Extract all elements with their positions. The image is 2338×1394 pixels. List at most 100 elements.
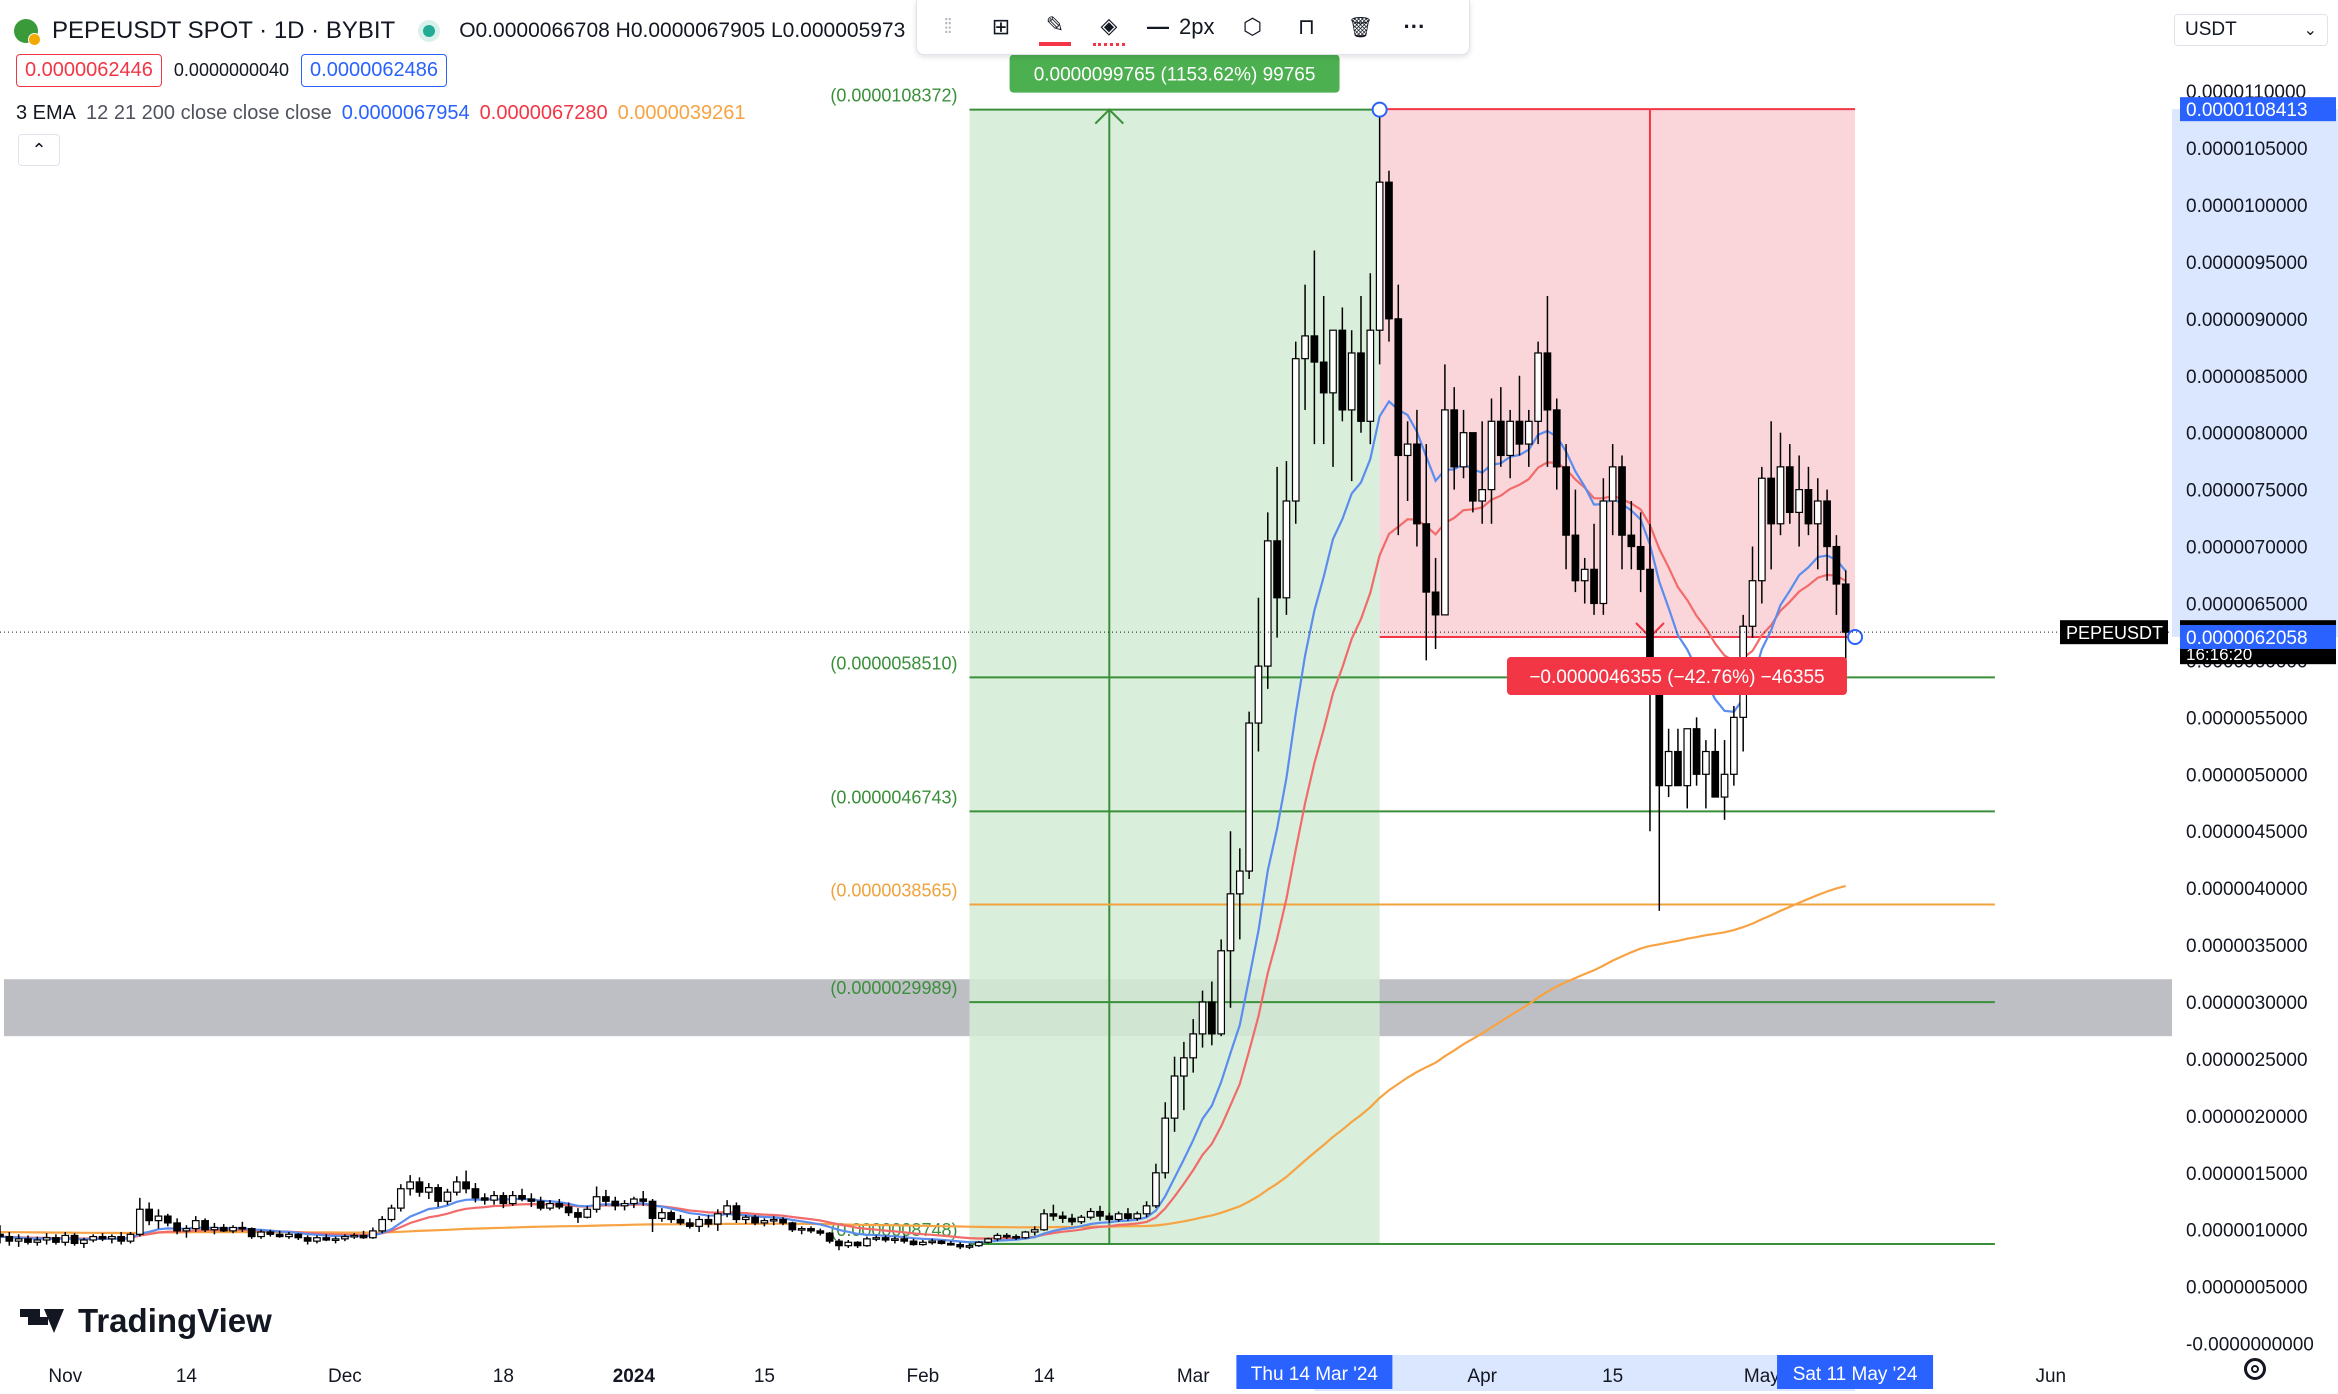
price-tick-label: 0.0000070000 [2186, 538, 2308, 559]
candle-body [518, 1194, 526, 1200]
buy-price-button[interactable]: 0.0000062486 [301, 54, 447, 87]
candle-body [0, 1233, 4, 1238]
fib-level-label: (0.0000058510) [830, 653, 957, 673]
pepe-coin-icon[interactable] [14, 19, 41, 46]
candle-body [1207, 1001, 1216, 1035]
candle-body [620, 1202, 629, 1207]
trash-icon[interactable]: 🗑 [1347, 16, 1374, 39]
candle-body [210, 1226, 219, 1231]
collapse-legend-button[interactable]: ⌃ [18, 134, 60, 166]
candle-body [732, 1205, 741, 1221]
candle-body [1282, 500, 1291, 599]
candle-body [154, 1215, 163, 1222]
candle-body [89, 1235, 98, 1241]
price-badge-value: 0.0000062058 [2186, 628, 2308, 649]
candle-body [359, 1234, 368, 1239]
candle-body [201, 1220, 209, 1231]
fill-icon[interactable]: ◈ [1093, 9, 1125, 46]
candle-body [52, 1237, 60, 1243]
pencil-icon[interactable]: ✎ [1039, 8, 1071, 46]
candle-body [1310, 335, 1319, 363]
candle-body [1152, 1172, 1160, 1207]
candle-body [219, 1226, 228, 1232]
candle-body [70, 1234, 79, 1245]
candle-body [415, 1181, 424, 1193]
settings-icon[interactable]: ⬡ [1242, 14, 1263, 39]
candle-body [713, 1213, 722, 1225]
candle-body [173, 1222, 181, 1232]
candle-body [1170, 1075, 1179, 1119]
spread-value: 0.0000000040 [173, 60, 290, 80]
long-measure-label: 0.0000099765 (1153.62%) 99765 [1034, 65, 1316, 86]
candle-body [1431, 591, 1440, 616]
price-tick-label: 0.0000045000 [2186, 822, 2308, 843]
candle-body [881, 1237, 890, 1241]
price-tick-label: 0.0000100000 [2186, 196, 2308, 217]
ema21-value: 0.0000067280 [479, 102, 608, 124]
candle-body [667, 1212, 676, 1221]
price-tick-label: 0.0000050000 [2186, 765, 2308, 786]
ema12-value: 0.0000067954 [341, 102, 470, 124]
time-tick-label: Jun [2035, 1366, 2066, 1387]
candle-body [1636, 545, 1645, 570]
drawing-toolbar: ⁞⁞ ⊞ ✎ ◈ — 2px ⬡ ⊓ 🗑 ··· [916, 0, 1470, 55]
candle-body [1086, 1210, 1095, 1218]
candle-body [1263, 540, 1272, 667]
candle-body [1795, 489, 1803, 513]
candle-body [937, 1240, 946, 1245]
line-style-button[interactable]: — 2px [1147, 7, 1214, 47]
candle-body [378, 1218, 387, 1232]
candle-body [1441, 409, 1449, 616]
candle-body [1012, 1235, 1020, 1239]
watermark-text: TradingView [78, 1302, 272, 1339]
symbol-title[interactable]: PEPEUSDT SPOT · 1D · BYBIT [52, 17, 396, 44]
candle-body [741, 1216, 750, 1221]
drag-grip-icon[interactable]: ⁞⁞ [943, 15, 952, 38]
candle-body [574, 1212, 582, 1218]
ema-legend[interactable]: 3 EMA 12 21 200 close close close 0.0000… [16, 102, 746, 125]
candle-body [126, 1233, 135, 1242]
currency-label: USDT [2185, 19, 2237, 40]
candle-body [1403, 443, 1412, 457]
candle-body [1161, 1117, 1170, 1174]
candle-body [14, 1238, 23, 1242]
more-icon[interactable]: ··· [1403, 14, 1426, 39]
lock-icon[interactable]: ⊓ [1297, 14, 1316, 39]
price-tick-label: 0.0000030000 [2186, 993, 2308, 1014]
candle-body [1571, 534, 1580, 582]
candle-body [602, 1196, 610, 1202]
candle-body [163, 1215, 172, 1224]
candle-body [1180, 1057, 1188, 1077]
chart-settings-icon[interactable] [2244, 1358, 2266, 1380]
price-badge-box [2180, 97, 2336, 122]
price-tick-label: 0.0000015000 [2186, 1164, 2308, 1185]
candle-body [611, 1200, 620, 1207]
candle-body [1329, 329, 1337, 394]
sell-price-button[interactable]: 0.0000062446 [16, 54, 162, 87]
candle-body [1823, 500, 1831, 548]
candle-body [1804, 489, 1813, 525]
candle-body [583, 1208, 592, 1218]
candle-body [555, 1202, 564, 1208]
candle-body [919, 1241, 927, 1246]
price-tick-label: 0.0000025000 [2186, 1050, 2308, 1071]
candle-body [1702, 750, 1710, 775]
candle-body [1049, 1213, 1058, 1217]
fib-level-label: (0.0000038565) [830, 880, 957, 900]
tradingview-watermark[interactable]: TradingView [20, 1302, 272, 1340]
candle-body [825, 1232, 834, 1242]
candle-body [676, 1218, 685, 1224]
candle-body [1198, 1001, 1207, 1035]
price-tick-label: 0.0000010000 [2186, 1221, 2308, 1242]
candle-body [1785, 466, 1794, 513]
currency-select[interactable]: USDT ⌄ [2174, 14, 2328, 46]
candle-body [98, 1235, 107, 1240]
candle-body [956, 1243, 965, 1248]
price-tick-label: 0.0000090000 [2186, 310, 2308, 331]
candle-body [853, 1241, 862, 1247]
price-badge-countdown: 16:16:20 [2186, 645, 2252, 664]
candle-body [797, 1228, 806, 1231]
symbol-badge-label: PEPEUSDT [2066, 623, 2163, 643]
template-icon[interactable]: ⊞ [991, 14, 1011, 39]
